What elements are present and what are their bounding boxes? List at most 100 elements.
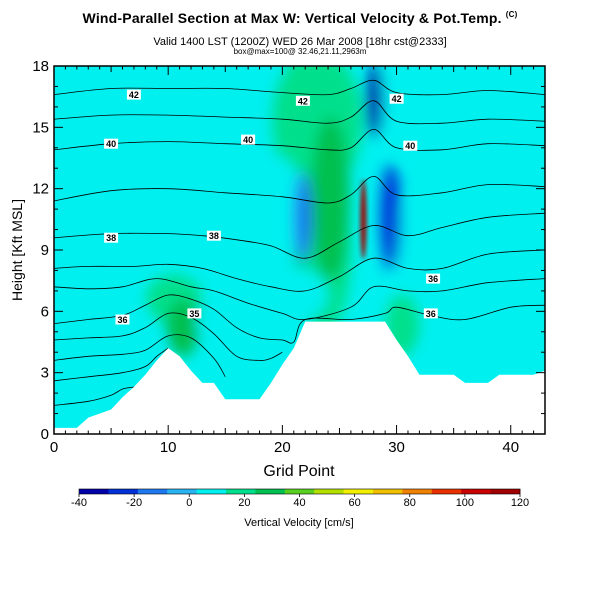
colorbar-segment: [255, 489, 286, 494]
contour-label-6: 38: [104, 232, 119, 243]
velocity-cell-25: [419, 335, 466, 377]
velocity-cell-12: [430, 239, 500, 293]
colorbar-segment: [343, 489, 374, 494]
y-tick-label: 0: [41, 426, 49, 443]
colorbar-segment: [226, 489, 256, 494]
contour-label-text: 38: [209, 231, 219, 241]
velocity-cell-13: [493, 209, 545, 312]
velocity-cell-5: [476, 76, 545, 240]
y-tick-label: 12: [32, 181, 49, 198]
velocity-cell-7: [168, 158, 214, 240]
updraft-core: [360, 179, 367, 260]
contour-label-text: 40: [106, 139, 116, 149]
colorbar-tick-label: 0: [186, 497, 192, 509]
colorbar-segment: [314, 489, 344, 494]
isentrope-39: [54, 175, 545, 204]
x-axis: 0 10 20 30 40: [50, 66, 546, 456]
isentrope-31: [54, 386, 134, 406]
contour-label-text: 42: [129, 90, 139, 100]
plot-area: 42 42 42 40 40 40 38 38 36 36 36 35: [54, 66, 545, 434]
contour-label-text: 36: [117, 315, 127, 325]
title-tag: (C): [505, 10, 518, 20]
contour-label-box: [241, 134, 256, 145]
contour-label-1: 42: [295, 95, 310, 106]
isentrope-37: [54, 249, 545, 292]
contour-label-8: 36: [426, 273, 441, 284]
contour-label-text: 42: [298, 96, 308, 106]
velocity-cell-14: [54, 292, 146, 330]
velocity-cell-18: [271, 268, 328, 322]
colorbar-segment: [79, 489, 109, 494]
contour-label-5: 40: [403, 140, 418, 151]
colorbar-segment: [431, 489, 462, 494]
contour-label-3: 40: [104, 138, 119, 149]
x-tick-label: 0: [50, 439, 58, 456]
title-text: Wind-Parallel Section at Max W: Vertical…: [82, 10, 502, 26]
colorbar-segment: [137, 489, 168, 494]
velocity-cell-8: [236, 153, 306, 257]
isentrope-33: [54, 334, 226, 378]
x-axis-label: Grid Point: [263, 463, 335, 480]
colorbar-tick-label: 100: [456, 497, 474, 509]
contour-label-box: [389, 93, 404, 104]
contour-label-box: [104, 232, 119, 243]
x-tick-label: 40: [502, 439, 519, 456]
isentrope-42: [54, 79, 545, 96]
colorbar-tick-label: 80: [404, 497, 416, 509]
colorbar-segment: [108, 489, 139, 494]
terrain-mask: [54, 321, 545, 434]
contour-label-box: [115, 314, 130, 325]
colorbar-label: Vertical Velocity [cm/s]: [244, 517, 353, 529]
contour-label-box: [423, 308, 438, 319]
isentrope-38: [54, 212, 545, 259]
colorbar-tick-label: -40: [71, 497, 87, 509]
velocity-cell-17: [196, 290, 254, 353]
x-tick-label: 20: [274, 439, 291, 456]
colorbar-segment: [490, 489, 521, 494]
colorbar-segment: [196, 489, 227, 494]
velocity-cell-27: [380, 164, 402, 271]
velocity-cell-10: [310, 117, 350, 281]
velocity-cell-23: [525, 321, 545, 375]
chart-info-line: box@max=100@ 32.46,21.11,2963m: [233, 47, 367, 56]
velocity-cell-21: [54, 339, 90, 434]
isentrope-contours: [54, 79, 545, 406]
chart-title: Wind-Parallel Section at Max W: Vertical…: [0, 10, 600, 26]
x-tick-label: 30: [388, 439, 405, 456]
contour-label-box: [187, 308, 202, 319]
velocity-cell-28: [366, 66, 383, 138]
y-tick-label: 9: [41, 242, 49, 259]
y-tick-label: 15: [32, 119, 49, 136]
velocity-cell-16: [165, 299, 201, 357]
contour-label-text: 40: [243, 135, 253, 145]
contour-label-text: 38: [106, 233, 116, 243]
contour-label-text: 40: [405, 141, 415, 151]
y-tick-label: 3: [41, 365, 49, 382]
y-axis-label: Height [Kft MSL]: [9, 199, 25, 301]
colorbar-segment: [461, 489, 491, 494]
colorbar-tick-label: 120: [511, 497, 529, 509]
contour-label-box: [295, 95, 310, 106]
velocity-cell-24: [215, 340, 270, 398]
y-tick-label: 6: [41, 303, 49, 320]
isentrope-41: [54, 100, 545, 125]
isentrope-32: [54, 347, 169, 382]
colorbar-tick-label: 40: [293, 497, 305, 509]
colorbar-segment: [402, 489, 433, 494]
colorbar-segment: [373, 489, 403, 494]
contour-labels: 42 42 42 40 40 40 38 38 36 36 36 35: [104, 89, 441, 325]
colorbar-segment: [167, 489, 197, 494]
y-tick-label: 18: [32, 58, 49, 75]
contour-label-7: 38: [206, 230, 221, 241]
velocity-cell-26: [293, 172, 312, 263]
contour-label-text: 42: [392, 94, 402, 104]
contour-label-text: 35: [189, 309, 199, 319]
contour-label-box: [126, 89, 141, 100]
contour-label-11: 35: [187, 308, 202, 319]
contour-label-10: 36: [115, 314, 130, 325]
colorbar-tick-label: 60: [349, 497, 361, 509]
contour-label-0: 42: [126, 89, 141, 100]
updraft-peak: [360, 179, 367, 260]
velocity-cell-6: [54, 188, 123, 263]
